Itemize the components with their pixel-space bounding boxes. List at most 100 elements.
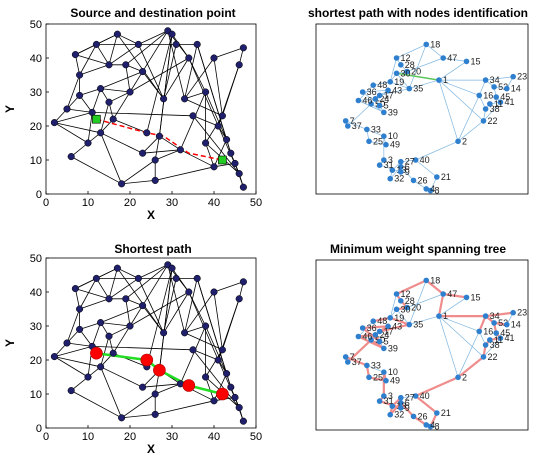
path-node (90, 346, 103, 360)
shortest-path-dashed (96, 118, 223, 161)
node-label: 40 (420, 391, 430, 401)
graph-node-11 (487, 101, 493, 107)
graph-edge (66, 308, 80, 344)
graph-node-46 (355, 333, 362, 340)
node-graph-edge (396, 44, 427, 59)
node-graph-edge (358, 98, 376, 101)
graph-node-37 (345, 359, 351, 365)
title-shortest-path-ids: shortest path with nodes identification (307, 6, 528, 20)
node-label: 45 (500, 328, 510, 338)
node-label: 46 (362, 96, 372, 106)
x-axis-label: X (147, 442, 155, 456)
graph-edge (159, 268, 173, 371)
node-label: 22 (487, 116, 497, 126)
node-label: 11 (494, 99, 503, 109)
graph-node-14 (504, 321, 510, 328)
mst-edge (389, 316, 410, 326)
node-label: 30 (401, 304, 411, 314)
graph-node (84, 139, 92, 147)
node-label: 52 (498, 82, 508, 92)
node-label: 23 (517, 308, 527, 318)
node-label: 10 (388, 367, 398, 377)
node-label: 28 (405, 296, 415, 306)
path-node (182, 379, 196, 392)
node-label: 10 (388, 131, 398, 141)
node-label: 3 (388, 391, 393, 401)
graph-node-48 (370, 318, 377, 325)
node-label: 37 (352, 121, 362, 131)
graph-node-37 (345, 123, 351, 129)
y-tick-label: 30 (30, 87, 42, 99)
node-graph-edge (409, 315, 440, 325)
source-point (92, 114, 101, 124)
graph-node (92, 274, 100, 282)
node-label: 22 (487, 352, 497, 362)
graph-node (239, 417, 247, 425)
node-label: 46 (362, 332, 372, 342)
node-graph-edge (415, 140, 459, 161)
node-label: 36 (367, 87, 377, 97)
node-label: 20 (411, 67, 421, 77)
graph-node (239, 183, 247, 191)
graph-node (109, 349, 117, 357)
graph-node-31 (376, 398, 383, 404)
node-label: 43 (392, 321, 402, 331)
node-graph-edge (390, 81, 410, 89)
graph-node-40 (412, 157, 419, 163)
node-graph-edge (389, 57, 397, 82)
graph-node-11 (487, 337, 493, 343)
graph-edge (54, 346, 93, 357)
graph-node-47 (440, 55, 447, 61)
node-graph-edge (438, 79, 459, 142)
node-label: 1 (443, 311, 448, 321)
graph-node-50 (368, 337, 374, 343)
graph-edge (79, 278, 97, 310)
x-tick-label: 0 (43, 431, 49, 443)
graph-node-2 (455, 374, 461, 381)
graph-edge (112, 325, 131, 354)
graph-frame-b (315, 23, 529, 195)
node-label: 16 (483, 326, 493, 336)
graph-edge (142, 383, 181, 388)
node-graph-edge (347, 103, 372, 127)
graph-edge (70, 142, 89, 157)
graph-edge (155, 400, 215, 415)
graph-edge (213, 373, 227, 401)
graph-node (67, 387, 75, 395)
graph-edge (213, 139, 227, 167)
node-label: 16 (483, 90, 493, 100)
x-tick-label: 10 (82, 431, 94, 443)
graph-node (214, 122, 222, 130)
node-label: 6 (405, 398, 410, 408)
graph-node-25 (366, 138, 372, 145)
y-tick-label: 50 (30, 253, 42, 265)
graph-node (139, 383, 147, 391)
graph-node-43 (385, 87, 391, 94)
graph-node (63, 339, 71, 347)
graph-node (134, 40, 142, 48)
node-label: 31 (384, 160, 394, 170)
graph-edge (205, 91, 227, 140)
graph-edge (142, 135, 160, 154)
node-label: 8 (434, 422, 439, 432)
graph-node (218, 112, 226, 120)
destination-point (218, 155, 227, 165)
node-label: 19 (394, 77, 404, 87)
graph-node-16 (476, 92, 483, 99)
graph-node (235, 170, 243, 178)
graph-node-34 (482, 313, 489, 319)
graph-edge (167, 264, 185, 333)
graph-node (97, 129, 105, 137)
graph-node-5 (376, 102, 383, 109)
graph-edge (121, 393, 156, 419)
graph-node-30 (393, 70, 400, 77)
graph-edge (125, 298, 131, 327)
x-tick-label: 20 (124, 197, 136, 209)
graph-edge (163, 291, 190, 334)
graph-node-46 (355, 97, 362, 104)
graph-edge (100, 132, 122, 184)
graph-edge (100, 88, 131, 93)
graph-node (113, 264, 121, 272)
node-label: 9 (405, 403, 410, 413)
graph-edge (91, 88, 101, 113)
